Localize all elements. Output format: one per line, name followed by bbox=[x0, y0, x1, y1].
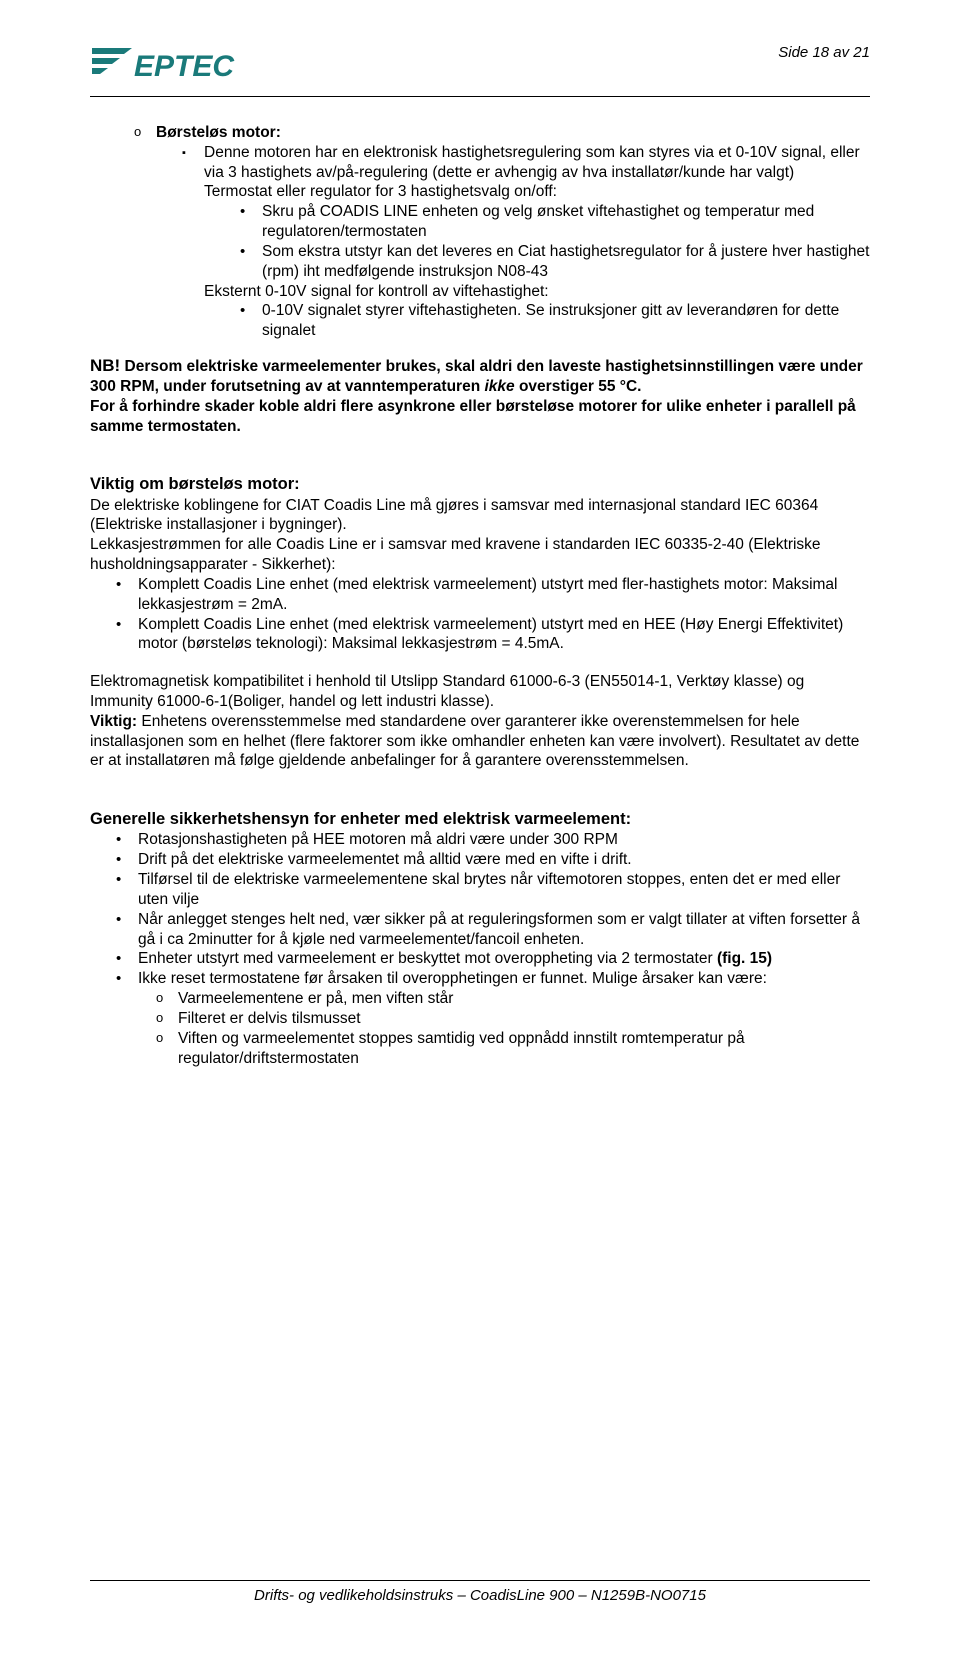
para: Elektromagnetisk kompatibilitet i henhol… bbox=[90, 672, 870, 712]
heading-generelle: Generelle sikkerhetshensyn for enheter m… bbox=[90, 809, 870, 830]
page-number: Side 18 av 21 bbox=[778, 44, 870, 61]
page-header: EPTEC Side 18 av 21 bbox=[90, 40, 870, 97]
sub-bullet: oViften og varmeelementet stoppes samtid… bbox=[156, 1029, 870, 1069]
nb-paragraph: NB! Dersom elektriske varmeelementer bru… bbox=[90, 355, 870, 436]
thermostat-line: Termostat eller regulator for 3 hastighe… bbox=[204, 182, 870, 202]
para: Lekkasjestrømmen for alle Coadis Line er… bbox=[90, 535, 870, 575]
bullet-item: Ikke reset termostatene før årsaken til … bbox=[116, 969, 870, 989]
extern-line: Eksternt 0-10V signal for kontroll av vi… bbox=[204, 282, 870, 302]
bullet-item: Komplett Coadis Line enhet (med elektris… bbox=[116, 615, 870, 655]
page-footer: Drifts- og vedlikeholdsinstruks – Coadis… bbox=[90, 1580, 870, 1604]
nb-label: NB! bbox=[90, 356, 120, 375]
bullet-item: 0-10V signalet styrer viftehastigheten. … bbox=[240, 301, 870, 341]
eptec-logo: EPTEC bbox=[90, 40, 250, 90]
para: Viktig: Enhetens overensstemmelse med st… bbox=[90, 712, 870, 771]
svg-text:EPTEC: EPTEC bbox=[134, 50, 235, 83]
bullet-item: Drift på det elektriske varmeelementet m… bbox=[116, 850, 870, 870]
bullet-item: Komplett Coadis Line enhet (med elektris… bbox=[116, 575, 870, 615]
para: De elektriske koblingene for CIAT Coadis… bbox=[90, 496, 870, 536]
bullet-item: Som ekstra utstyr kan det leveres en Cia… bbox=[240, 242, 870, 282]
bullet-item: Når anlegget stenges helt ned, vær sikke… bbox=[116, 910, 870, 950]
document-body: o Børsteløs motor: ▪ Denne motoren har e… bbox=[90, 123, 870, 1068]
bullet-item: Tilførsel til de elektriske varmeelement… bbox=[116, 870, 870, 910]
sub-bullet: oVarmeelementene er på, men viften står bbox=[156, 989, 870, 1009]
bullet-item: Skru på COADIS LINE enheten og velg ønsk… bbox=[240, 202, 870, 242]
sub-bullet: oFilteret er delvis tilsmusset bbox=[156, 1009, 870, 1029]
bullet-item: Enheter utstyrt med varmeelement er besk… bbox=[116, 949, 870, 969]
heading-viktig: Viktig om børsteløs motor: bbox=[90, 474, 870, 495]
intro-text: Denne motoren har en elektronisk hastigh… bbox=[204, 143, 870, 183]
heading-borstelos: Børsteløs motor: bbox=[156, 124, 281, 141]
bullet-borstelos: o Børsteløs motor: bbox=[134, 123, 870, 143]
bullet-intro: ▪ Denne motoren har en elektronisk hasti… bbox=[182, 143, 870, 183]
bullet-item: Rotasjonshastigheten på HEE motoren må a… bbox=[116, 830, 870, 850]
